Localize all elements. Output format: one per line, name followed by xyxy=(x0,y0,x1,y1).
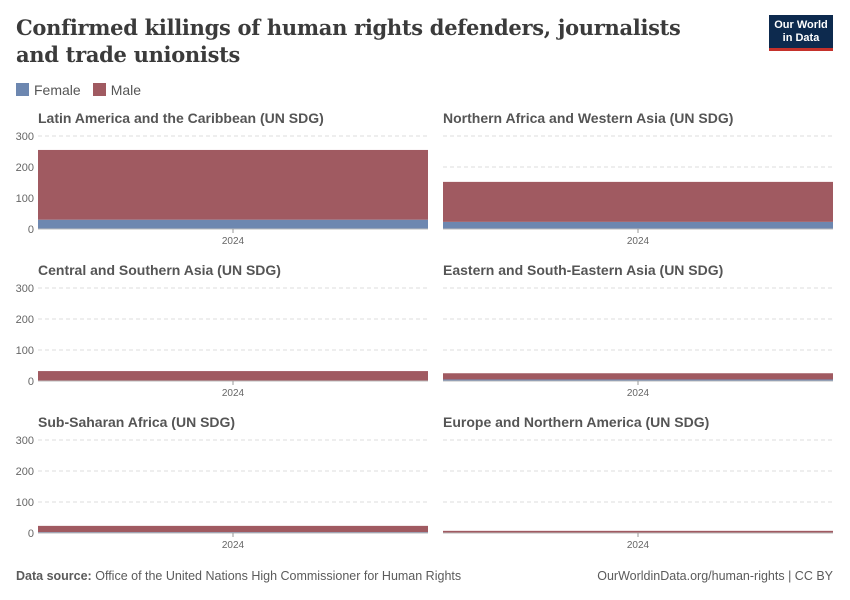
panel-title: Central and Southern Asia (UN SDG) xyxy=(38,262,281,278)
y-tick-label: 0 xyxy=(28,528,34,540)
panel-title: Europe and Northern America (UN SDG) xyxy=(443,414,709,430)
panel-title: Sub-Saharan Africa (UN SDG) xyxy=(38,414,235,430)
y-tick-label: 300 xyxy=(16,435,34,447)
x-tick-label: 2024 xyxy=(222,236,245,247)
y-tick-label: 200 xyxy=(16,162,34,174)
x-tick-label: 2024 xyxy=(627,236,650,247)
panel-5: Europe and Northern America (UN SDG) 2024 xyxy=(443,414,833,551)
panel-title: Northern Africa and Western Asia (UN SDG… xyxy=(443,110,733,126)
legend-swatch-male xyxy=(92,83,106,96)
y-tick-label: 0 xyxy=(28,376,34,388)
owid-logo[interactable]: Our World in Data xyxy=(769,15,833,51)
legend-item-male[interactable]: Male xyxy=(92,82,142,98)
source-text: Office of the United Nations High Commis… xyxy=(95,569,462,583)
y-tick-label: 300 xyxy=(16,283,34,295)
panel-title: Eastern and South-Eastern Asia (UN SDG) xyxy=(443,262,723,278)
x-tick-label: 2024 xyxy=(627,388,650,399)
bar-female[interactable] xyxy=(38,219,428,229)
footer-link[interactable]: OurWorldinData.org/human-rights | CC BY xyxy=(597,569,833,583)
source-label: Data source: xyxy=(16,569,92,583)
bar-female[interactable] xyxy=(443,221,833,229)
y-tick-label: 100 xyxy=(16,193,34,205)
bar-male[interactable] xyxy=(38,149,428,220)
legend-item-female[interactable]: Female xyxy=(16,82,81,98)
bar-male[interactable] xyxy=(443,530,833,533)
bar-male[interactable] xyxy=(443,181,833,222)
panel-0: Latin America and the Caribbean (UN SDG)… xyxy=(16,110,428,247)
legend-label-female: Female xyxy=(34,82,81,98)
panel-3: Eastern and South-Eastern Asia (UN SDG) 2… xyxy=(443,262,833,399)
bar-female[interactable] xyxy=(443,379,833,381)
data-source: Data source: Office of the United Nation… xyxy=(16,569,461,583)
y-tick-label: 200 xyxy=(16,314,34,326)
x-tick-label: 2024 xyxy=(222,388,245,399)
panel-title: Latin America and the Caribbean (UN SDG) xyxy=(38,110,324,126)
panel-2: Central and Southern Asia (UN SDG) 0 100 20… xyxy=(16,262,428,399)
bar-male[interactable] xyxy=(443,373,833,380)
x-tick-label: 2024 xyxy=(627,540,650,551)
y-tick-label: 100 xyxy=(16,497,34,509)
legend-swatch-female xyxy=(16,83,29,96)
y-tick-label: 0 xyxy=(28,224,34,236)
legend-label-male: Male xyxy=(110,82,142,98)
bar-male[interactable] xyxy=(38,371,428,381)
x-tick-label: 2024 xyxy=(222,540,245,551)
y-tick-label: 300 xyxy=(16,131,34,143)
panel-1: Northern Africa and Western Asia (UN SDG… xyxy=(443,110,833,247)
legend: Female Male xyxy=(16,82,141,98)
panel-4: Sub-Saharan Africa (UN SDG) 0 100 200 300 202… xyxy=(16,414,428,551)
chart-title: Confirmed killings of human rights defen… xyxy=(16,15,681,67)
y-tick-label: 200 xyxy=(16,466,34,478)
bar-male[interactable] xyxy=(38,525,428,533)
y-tick-label: 100 xyxy=(16,345,34,357)
